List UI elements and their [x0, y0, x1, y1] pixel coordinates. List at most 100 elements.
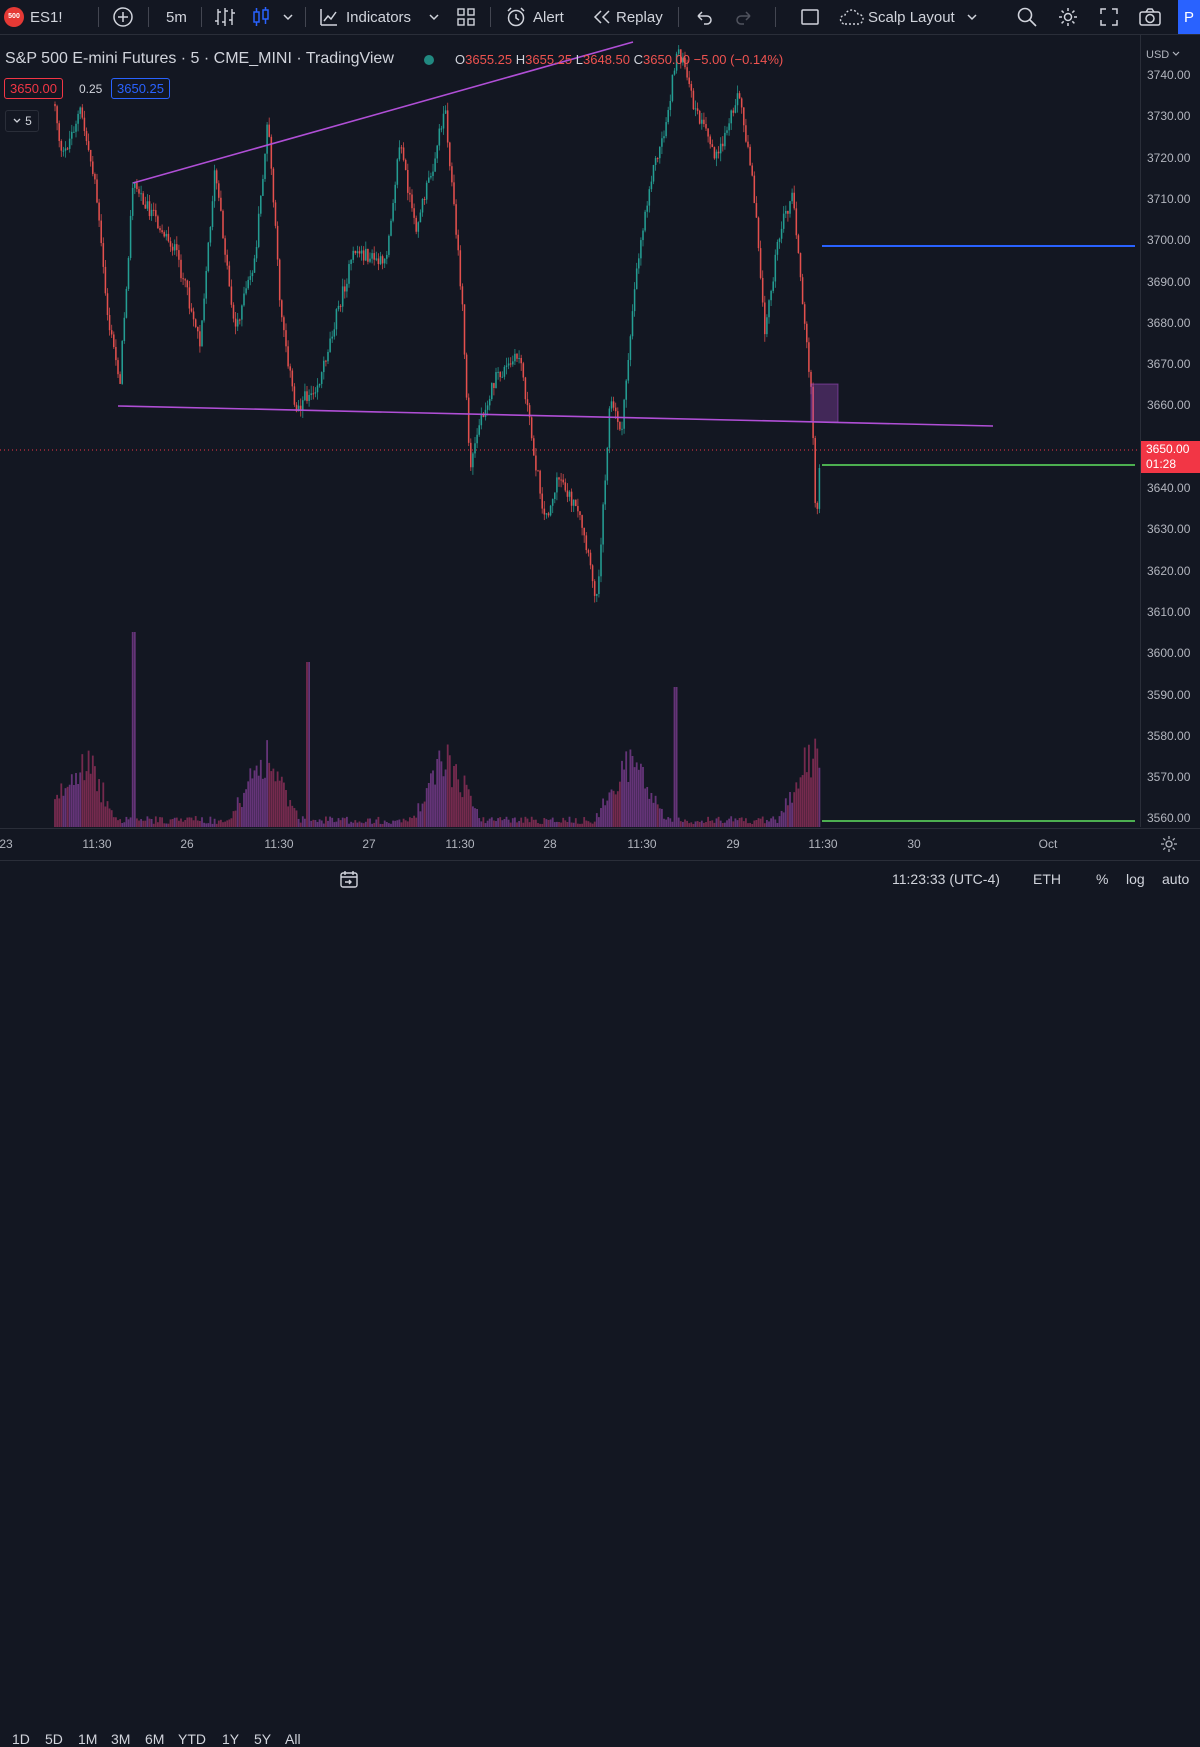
volume-bar	[782, 812, 785, 827]
log-scale-button[interactable]: log	[1126, 871, 1145, 887]
symbol-search-button[interactable]: 500 ES1!	[4, 0, 63, 34]
candle	[73, 126, 75, 133]
volume-bar	[392, 820, 394, 827]
layout-dropdown[interactable]	[966, 0, 978, 34]
candle	[780, 221, 783, 244]
candles-style-button[interactable]	[250, 0, 272, 34]
volume-bar	[322, 823, 325, 827]
volume-bar	[316, 821, 319, 827]
volume-bar	[272, 768, 275, 827]
publish-button[interactable]: P	[1178, 0, 1200, 34]
volume-bar	[398, 819, 401, 827]
volume-bar	[159, 817, 161, 827]
candle	[274, 199, 277, 229]
candle	[71, 124, 73, 146]
collapse-count: 5	[25, 114, 32, 128]
candle	[102, 237, 105, 274]
volume-bar	[703, 822, 705, 827]
volume-bar	[144, 820, 147, 827]
replay-button[interactable]: Replay	[592, 0, 663, 34]
candle	[87, 133, 90, 152]
bottom-bar: 1D 5D 1M 3M 6M YTD 1Y 5Y All 11:23:33 (UTC-4) ET…	[0, 860, 1200, 1747]
candle	[325, 359, 327, 367]
clock-timezone[interactable]: 11:23:33 (UTC-4)	[892, 871, 1000, 887]
range-button-5d[interactable]: 5D	[45, 1731, 63, 1747]
buy-price-button[interactable]: 3650.25	[111, 78, 170, 99]
candle	[440, 125, 443, 133]
range-button-1d[interactable]: 1D	[12, 1731, 30, 1747]
candle	[537, 469, 539, 472]
candle	[96, 173, 98, 204]
candle	[192, 307, 195, 327]
collapse-legend-button[interactable]: 5	[5, 110, 39, 132]
volume-bar	[602, 798, 604, 827]
chart-type-dropdown[interactable]	[282, 0, 294, 34]
range-button-all[interactable]: All	[285, 1731, 301, 1747]
range-button-3m[interactable]: 3M	[111, 1731, 131, 1747]
auto-scale-button[interactable]: auto	[1162, 871, 1190, 887]
volume-bar	[652, 802, 655, 827]
candle	[304, 383, 306, 402]
session-button[interactable]: ETH	[1033, 871, 1061, 887]
sell-price-button[interactable]: 3650.00	[4, 78, 63, 99]
volume-bar	[700, 820, 703, 827]
go-to-date-icon[interactable]	[339, 870, 359, 890]
settings-button[interactable]	[1057, 0, 1079, 34]
volume-bar	[511, 818, 514, 827]
search-button[interactable]	[1016, 0, 1038, 34]
undo-button[interactable]	[694, 0, 714, 34]
volume-bar	[62, 795, 65, 827]
candle	[677, 45, 680, 57]
upper-trendline[interactable]	[132, 41, 634, 184]
volume-bar	[572, 822, 575, 827]
candle	[570, 488, 573, 512]
volume-bar	[358, 821, 361, 827]
bar-style-icon[interactable]	[214, 0, 236, 34]
range-button-1y[interactable]: 1Y	[222, 1731, 240, 1747]
volume-bar	[679, 821, 682, 827]
candle	[260, 195, 262, 217]
candle	[596, 593, 598, 603]
candle	[411, 189, 413, 212]
volume-bar	[199, 820, 201, 827]
time-axis[interactable]: 23 11:30 26 11:30 27 11:30 28 11:30 29 11:30 30 Oct	[0, 828, 1200, 859]
percent-scale-button[interactable]: %	[1096, 871, 1109, 887]
symbol-legend-title[interactable]: S&P 500 E-mini Futures · 5 · CME_MINI · …	[5, 50, 394, 67]
interval-button[interactable]: 5m	[166, 8, 187, 26]
alert-button[interactable]: Alert	[505, 0, 564, 34]
lower-trendline[interactable]	[117, 405, 994, 427]
fullscreen-button[interactable]	[1099, 0, 1119, 34]
candle	[745, 118, 747, 143]
price-chart[interactable]	[0, 35, 1140, 827]
templates-button[interactable]	[456, 0, 476, 34]
save-layout-button[interactable]: Scalp Layout	[838, 0, 955, 34]
range-button-1m[interactable]: 1M	[78, 1731, 98, 1747]
volume-bar	[346, 816, 348, 827]
axis-settings-icon[interactable]	[1160, 835, 1178, 853]
range-button-ytd[interactable]: YTD	[178, 1731, 206, 1747]
compare-add-button[interactable]	[112, 0, 134, 34]
range-button-5y[interactable]: 5Y	[254, 1731, 272, 1747]
volume-bar	[91, 755, 94, 827]
volume-bar	[776, 822, 779, 827]
highlight-box[interactable]	[810, 383, 839, 423]
volume-bar	[614, 794, 617, 827]
candle	[138, 186, 140, 198]
layout-select-button[interactable]	[800, 0, 820, 34]
candle	[194, 318, 197, 329]
candle	[782, 206, 785, 233]
chart-pane[interactable]	[0, 35, 1140, 827]
range-button-6m[interactable]: 6M	[145, 1731, 165, 1747]
high-value: 3655.25	[525, 52, 573, 67]
price-axis[interactable]: USD 3740.00 3730.00 3720.00 3710.00 3700.00 3…	[1140, 35, 1200, 827]
volume-bar	[207, 823, 210, 827]
snapshot-button[interactable]	[1138, 0, 1162, 34]
indicators-button[interactable]: Indicators	[318, 0, 411, 34]
volume-bar	[623, 769, 625, 827]
candle	[365, 241, 367, 262]
candle	[148, 195, 151, 220]
currency-label[interactable]: USD	[1146, 49, 1180, 61]
indicators-dropdown[interactable]	[428, 0, 440, 34]
redo-button[interactable]	[734, 0, 754, 34]
candle	[757, 216, 760, 252]
